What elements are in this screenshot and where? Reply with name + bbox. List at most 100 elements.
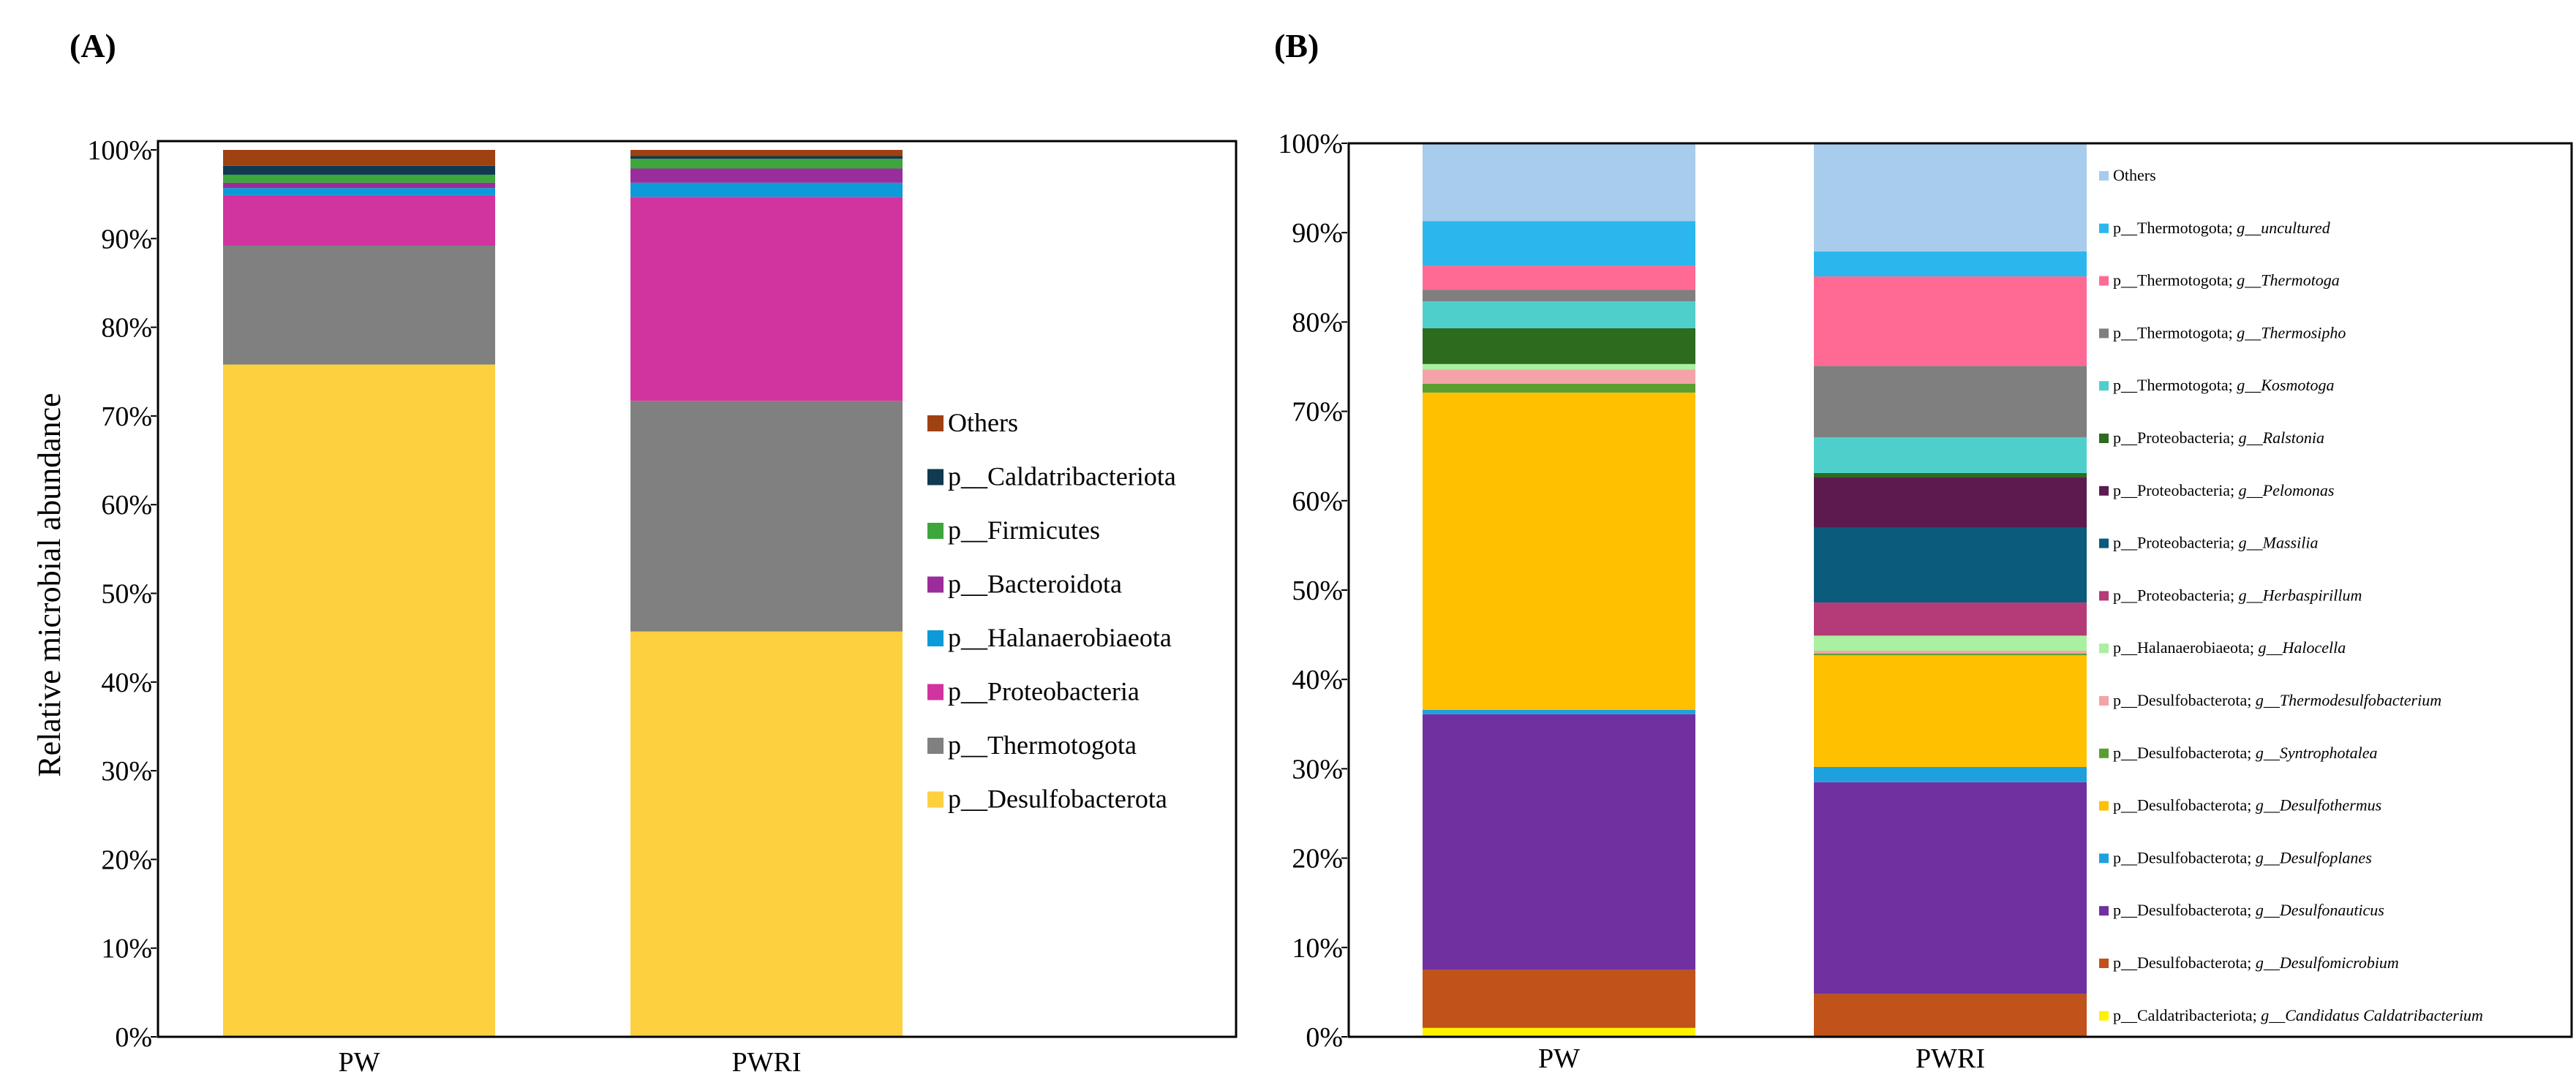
- panel-b-y-tick-label: 70%: [1292, 397, 1343, 428]
- panel-b-legend-label-p-desulfobacterota-g-desulfonauticus: p__Desulfobacterota; g__Desulfonauticus: [2113, 901, 2384, 919]
- panel-b-legend-label-p-halanaerobiaeota-g-halocella: p__Halanaerobiaeota; g__Halocella: [2113, 638, 2346, 657]
- panel-b-bar-pwri-p-proteobacteria-g-pelomonas: [1814, 477, 2087, 528]
- panel-a-y-tick-label: 60%: [101, 490, 152, 521]
- panel-a-bar-pw-p-halanaerobiaeota: [223, 188, 495, 195]
- panel-b-legend-label-others: Others: [2113, 166, 2156, 184]
- panel-a-category-labels: PW PWRI: [339, 1047, 802, 1078]
- panel-a-y-tick-label: 40%: [101, 668, 152, 698]
- panel-a-legend-swatch-p-bacteroidota: [927, 576, 944, 593]
- panel-a-bar-pwri-p-desulfobacterota: [630, 631, 903, 1037]
- panel-b-category-label-pw: PW: [1538, 1043, 1580, 1074]
- panel-b-y-tick-label: 40%: [1292, 665, 1343, 695]
- panel-b-bar-pwri-p-proteobacteria-g-herbaspirillum: [1814, 602, 2087, 636]
- panel-a-bar-pwri-p-caldatribacteriota: [630, 156, 903, 159]
- panel-a-plot-frame: [157, 140, 1238, 1038]
- panel-b-bar-pw-p-thermotogota-g-thermotoga: [1423, 265, 1695, 290]
- panel-b-legend-label-p-desulfobacterota-g-desulfothermus: p__Desulfobacterota; g__Desulfothermus: [2113, 796, 2381, 815]
- panel-b-legend-swatch-p-proteobacteria-g-ralstonia: [2099, 434, 2109, 443]
- panel-b-legend-swatch-p-caldatribacteriota-g-candidatus-caldatribacterium: [2099, 1010, 2109, 1021]
- panel-b-bar-pwri-p-desulfobacterota-g-syntrophotalea: [1814, 653, 2087, 656]
- panel-b-legend-label-p-desulfobacterota-g-thermodesulfobacterium: p__Desulfobacterota; g__Thermodesulfobac…: [2113, 691, 2441, 709]
- panel-a-y-tick-label: 50%: [101, 579, 152, 610]
- panel-b-category-labels: PW PWRI: [1538, 1043, 1985, 1074]
- panel-a-bar-pwri-p-halanaerobiaeota: [630, 182, 903, 197]
- panel-a-y-tick-label: 100%: [87, 135, 152, 166]
- panel-a-legend-label-p-desulfobacterota: p__Desulfobacterota: [948, 785, 1167, 814]
- panel-a-bar-pw-others: [223, 150, 495, 166]
- panel-a-legend-label-p-halanaerobiaeota: p__Halanaerobiaeota: [948, 623, 1172, 652]
- panel-b-legend-swatch-p-desulfobacterota-g-desulfothermus: [2099, 801, 2109, 811]
- panel-b-y-tick-label: 90%: [1292, 218, 1343, 249]
- panel-b-y-tick-label: 100%: [1278, 129, 1343, 159]
- panel-a-legend-swatch-others: [927, 415, 944, 431]
- panel-b-legend-label-p-thermotogota-g-kosmotoga: p__Thermotogota; g__Kosmotoga: [2113, 376, 2335, 394]
- panel-b-legend-label-p-thermotogota-g-thermotoga: p__Thermotogota; g__Thermotoga: [2113, 271, 2340, 290]
- panel-b-legend-swatch-p-desulfobacterota-g-desulfomicrobium: [2099, 959, 2109, 968]
- panel-b-label: (B): [1274, 27, 1319, 64]
- panel-a-y-tick-label: 90%: [101, 224, 152, 254]
- panel-b-bars: [1423, 143, 2087, 1037]
- panel-b-bar-pw-p-thermotogota-g-kosmotoga: [1423, 301, 1695, 328]
- panel-b-legend-swatch-p-thermotogota-g-thermosipho: [2099, 328, 2109, 339]
- panel-b-y-tick-label: 30%: [1292, 754, 1343, 785]
- panel-b-bar-pwri-p-proteobacteria-g-massilia: [1814, 527, 2087, 603]
- panel-a-legend-label-p-firmicutes: p__Firmicutes: [948, 515, 1100, 545]
- panel-a-y-tick-label: 0%: [115, 1022, 152, 1053]
- panel-b-legend-label-p-proteobacteria-g-massilia: p__Proteobacteria; g__Massilia: [2113, 534, 2318, 552]
- panel-a-legend-label-p-thermotogota: p__Thermotogota: [948, 730, 1137, 760]
- panel-b-bar-pwri-p-thermotogota-g-kosmotoga: [1814, 437, 2087, 473]
- panel-b-legend-swatch-p-proteobacteria-g-herbaspirillum: [2099, 591, 2109, 601]
- panel-b-legend-swatch-p-proteobacteria-g-pelomonas: [2099, 486, 2109, 496]
- panel-a-bar-pwri-others: [630, 150, 903, 156]
- panel-b-bar-pw-others: [1423, 143, 1695, 222]
- panel-b-legend-label-p-desulfobacterota-g-syntrophotalea: p__Desulfobacterota; g__Syntrophotalea: [2113, 744, 2378, 762]
- panel-a-legend-label-p-proteobacteria: p__Proteobacteria: [948, 677, 1140, 706]
- panel-b-legend-swatch-p-thermotogota-g-uncultured: [2099, 223, 2109, 233]
- panel-b-bar-pw-p-halanaerobiaeota-g-halocella: [1423, 363, 1695, 370]
- panel-a-y-ticks: 0% 10% 20% 30% 40% 50% 60% 70% 80% 90% 100%: [87, 135, 157, 1053]
- panel-b-bar-pwri-p-desulfobacterota-g-desulfoplanes: [1814, 766, 2087, 782]
- panel-a-legend-swatch-p-caldatribacteriota: [927, 469, 944, 486]
- panel-b-legend-label-p-proteobacteria-g-ralstonia: p__Proteobacteria; g__Ralstonia: [2113, 428, 2324, 447]
- panel-b-bar-pwri-others: [1814, 143, 2087, 252]
- panel-a-y-axis-label: Relative microbial abundance: [31, 393, 67, 777]
- panel-b-legend-swatch-p-proteobacteria-g-massilia: [2099, 538, 2109, 548]
- panel-b-bar-pwri-p-thermotogota-g-uncultured: [1814, 251, 2087, 277]
- panel-b-y-ticks: 0% 10% 20% 30% 40% 50% 60% 70% 80% 90% 100%: [1278, 129, 1347, 1053]
- panel-b-legend: Others p__Thermotogota; g__uncultured p__T…: [2099, 166, 2483, 1024]
- panel-a-bar-pw-p-bacteroidota: [223, 182, 495, 189]
- panel-a-bar-pw-p-desulfobacterota: [223, 364, 495, 1037]
- panel-a-legend-label-p-bacteroidota: p__Bacteroidota: [948, 570, 1122, 599]
- panel-a-legend-swatch-p-desulfobacterota: [927, 791, 944, 808]
- panel-a-category-label-pw: PW: [339, 1047, 380, 1078]
- panel-b-legend-label-p-thermotogota-g-uncultured: p__Thermotogota; g__uncultured: [2113, 219, 2331, 237]
- panel-b-legend-label-p-proteobacteria-g-herbaspirillum: p__Proteobacteria; g__Herbaspirillum: [2113, 586, 2362, 604]
- panel-a-bar-pwri-p-firmicutes: [630, 159, 903, 169]
- panel-a-legend: Others p__Caldatribacteriota p__Firmicutes…: [927, 408, 1176, 814]
- panel-b-legend-swatch-p-desulfobacterota-g-thermodesulfobacterium: [2099, 696, 2109, 706]
- panel-b-y-tick-label: 0%: [1306, 1022, 1343, 1053]
- panel-a-label: (A): [69, 27, 116, 64]
- panel-b-legend-label-p-caldatribacteriota-g-candidatus-caldatribacterium: p__Caldatribacteriota; g__Candidatus Cal…: [2113, 1006, 2483, 1024]
- panel-a-legend-swatch-p-halanaerobiaeota: [927, 630, 944, 646]
- panel-a-y-tick-label: 70%: [101, 401, 152, 432]
- panel-b-plot-frame: [1347, 142, 2573, 1038]
- panel-b-bar-pwri-p-desulfobacterota-g-desulfomicrobium: [1814, 994, 2087, 1037]
- panel-a-y-tick-label: 30%: [101, 756, 152, 787]
- panel-b-y-tick-label: 10%: [1292, 933, 1343, 964]
- panel-a-bar-pw-p-caldatribacteriota: [223, 165, 495, 175]
- panel-b-legend-swatch-p-thermotogota-g-thermotoga: [2099, 276, 2109, 286]
- panel-b-bar-pw-p-desulfobacterota-g-thermodesulfobacterium: [1423, 369, 1695, 384]
- panel-b-bar-pwri-p-thermotogota-g-thermosipho: [1814, 366, 2087, 438]
- panel-b-legend-swatch-p-halanaerobiaeota-g-halocella: [2099, 643, 2109, 654]
- panel-b-bar-pw-p-thermotogota-g-thermosipho: [1423, 290, 1695, 302]
- panel-b-bar-pw-p-proteobacteria-g-ralstonia: [1423, 328, 1695, 364]
- panel-b-bar-pwri-p-proteobacteria-g-ralstonia: [1814, 472, 2087, 478]
- panel-a-bar-pwri-p-bacteroidota: [630, 168, 903, 183]
- panel-b-category-label-pwri: PWRI: [1916, 1043, 1985, 1074]
- panel-b-bar-pw-p-caldatribacteriota-g-candidatus-caldatribacterium: [1423, 1027, 1695, 1037]
- panel-b-bar-pw-p-desulfobacterota-g-desulfothermus: [1423, 392, 1695, 710]
- panel-b-bar-pw-p-desulfobacterota-g-syntrophotalea: [1423, 383, 1695, 393]
- panel-b-legend-label-p-desulfobacterota-g-desulfoplanes: p__Desulfobacterota; g__Desulfoplanes: [2113, 848, 2372, 866]
